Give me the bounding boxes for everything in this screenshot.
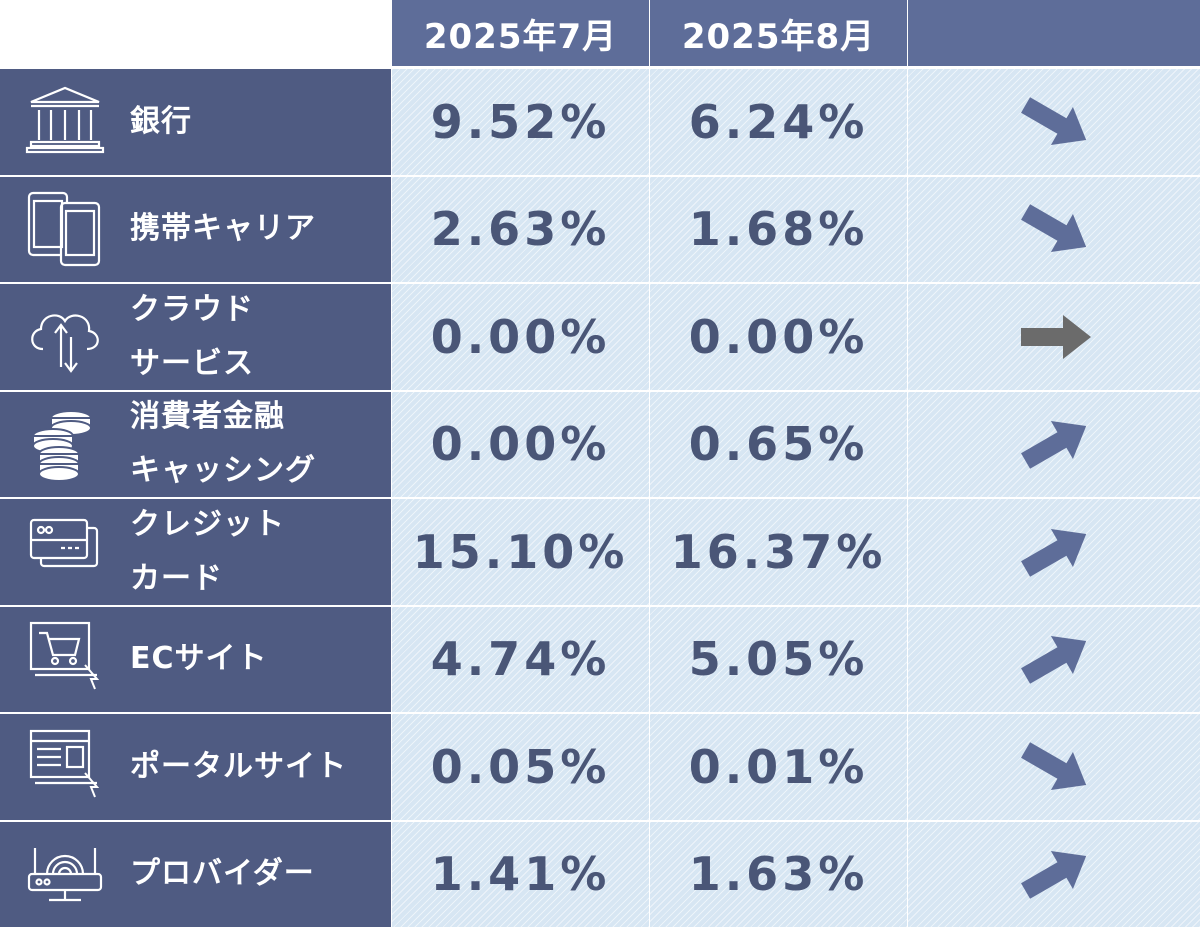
category-label: ポータルサイト xyxy=(130,748,347,784)
row-category-0: 銀行 xyxy=(0,69,391,177)
column-header-trend xyxy=(908,0,1200,66)
coins-icon xyxy=(32,410,92,483)
value-jul-0: 9.52% xyxy=(392,69,649,177)
value-jul-6: 0.05% xyxy=(392,714,649,822)
router-icon xyxy=(27,847,103,902)
value-aug-1: 1.68% xyxy=(650,176,907,284)
value-jul-2: 0.00% xyxy=(392,284,649,392)
value-jul-4: 15.10% xyxy=(392,499,649,607)
row-category-4: クレジット カード xyxy=(0,499,391,607)
category-label: 消費者金融 キャッシング xyxy=(130,399,316,489)
trend-cell-0 xyxy=(908,69,1200,177)
bank-icon xyxy=(25,86,105,153)
credit-card-icon xyxy=(29,518,99,567)
row-category-5: ECサイト xyxy=(0,606,391,714)
category-label: 銀行 xyxy=(130,103,192,139)
row-category-7: プロバイダー xyxy=(0,821,391,929)
cloud-icon xyxy=(31,314,99,372)
value-aug-4: 16.37% xyxy=(650,499,907,607)
value-jul-3: 0.00% xyxy=(392,391,649,499)
web-portal-icon xyxy=(29,729,99,798)
category-label: クレジット カード xyxy=(130,506,285,596)
column-header-august: 2025年8月 xyxy=(650,0,907,66)
trend-cell-1 xyxy=(908,176,1200,284)
row-category-1: 携帯キャリア xyxy=(0,176,391,284)
row-category-6: ポータルサイト xyxy=(0,714,391,822)
value-aug-3: 0.65% xyxy=(650,391,907,499)
trend-cell-5 xyxy=(908,606,1200,714)
trend-cell-7 xyxy=(908,821,1200,929)
value-aug-0: 6.24% xyxy=(650,69,907,177)
trend-arrow-down-6 xyxy=(1021,741,1087,790)
trend-arrow-down-0 xyxy=(1021,96,1087,145)
trend-arrow-up-4 xyxy=(1021,528,1087,577)
category-label: プロバイダー xyxy=(130,856,315,892)
value-aug-6: 0.01% xyxy=(650,714,907,822)
trend-cell-6 xyxy=(908,714,1200,822)
value-jul-5: 4.74% xyxy=(392,606,649,714)
value-aug-5: 5.05% xyxy=(650,606,907,714)
category-label: 携帯キャリア xyxy=(130,211,316,247)
trend-cell-4 xyxy=(908,499,1200,607)
row-category-3: 消費者金融 キャッシング xyxy=(0,391,391,499)
trend-cell-2 xyxy=(908,284,1200,392)
mobile-devices-icon xyxy=(27,192,101,267)
category-label: ECサイト xyxy=(130,641,268,677)
trend-arrow-flat-2 xyxy=(1021,314,1091,359)
value-jul-7: 1.41% xyxy=(392,821,649,929)
row-category-2: クラウド サービス xyxy=(0,284,391,392)
trend-arrow-up-3 xyxy=(1021,421,1087,470)
trend-arrow-down-1 xyxy=(1021,204,1087,253)
value-aug-2: 0.00% xyxy=(650,284,907,392)
category-label: クラウド サービス xyxy=(130,291,254,381)
trend-arrow-up-5 xyxy=(1021,636,1087,685)
trend-arrow-up-7 xyxy=(1021,851,1087,900)
header-blank xyxy=(0,0,391,69)
column-header-july: 2025年7月 xyxy=(392,0,649,66)
trend-cell-3 xyxy=(908,391,1200,499)
value-aug-7: 1.63% xyxy=(650,821,907,929)
value-jul-1: 2.63% xyxy=(392,176,649,284)
shopping-cart-icon xyxy=(29,622,99,691)
